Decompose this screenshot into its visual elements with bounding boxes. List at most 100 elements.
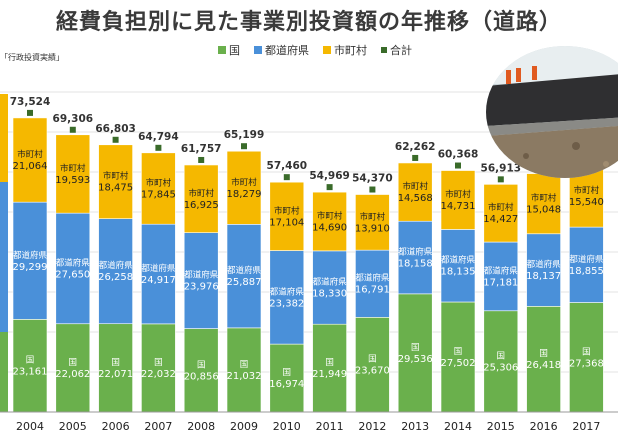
data-label: 23,976 — [184, 282, 219, 293]
total-marker — [369, 186, 376, 193]
segment-label: 都道府県 — [569, 254, 604, 265]
data-label: 13,910 — [355, 223, 390, 234]
total-marker — [283, 174, 290, 181]
bar-segment-2007-0 — [141, 323, 176, 413]
total-label: 62,262 — [395, 141, 436, 153]
bar-segment-2011-2 — [312, 191, 347, 252]
segment-label: 市町村 — [60, 163, 86, 174]
data-label: 23,670 — [355, 366, 390, 377]
total-marker — [455, 162, 461, 169]
bar-segment-2016-2 — [526, 173, 561, 235]
bar-segment-2011-1 — [312, 250, 347, 325]
segment-label: 市町村 — [360, 211, 386, 222]
segment-label: 都道府県 — [56, 257, 91, 268]
x-tick-label: 2005 — [59, 420, 87, 433]
data-label: 18,475 — [98, 183, 133, 194]
bar-segment-2015-1 — [483, 241, 519, 312]
data-label: 18,158 — [398, 259, 433, 270]
total-marker — [27, 109, 33, 116]
bar-segment-2012-2 — [355, 194, 390, 251]
legend-swatch-municipal — [323, 46, 331, 54]
data-label: 29,299 — [13, 262, 48, 273]
data-label: 20,856 — [184, 371, 219, 382]
bar-partial — [0, 182, 8, 332]
x-tick-label: 2016 — [530, 420, 558, 433]
segment-label: 国 — [240, 360, 249, 370]
data-label: 16,925 — [184, 200, 219, 211]
segment-label: 国 — [325, 358, 334, 368]
segment-label: 都道府県 — [99, 260, 134, 271]
legend-swatch-total — [381, 47, 387, 53]
total-marker — [198, 156, 205, 163]
bar-segment-2008-0 — [183, 328, 219, 413]
bar-segment-2016-1 — [526, 233, 561, 307]
total-marker — [112, 136, 119, 143]
total-marker — [241, 143, 247, 150]
segment-label: 市町村 — [274, 205, 300, 216]
segment-label: 国 — [154, 358, 163, 368]
bar-segment-2017-0 — [569, 302, 604, 413]
legend-swatch-national — [218, 46, 226, 54]
legend-swatch-prefecture — [254, 46, 262, 54]
total-marker — [326, 184, 333, 191]
data-label: 17,181 — [483, 277, 518, 288]
chart-legend: 国 都道府県 市町村 合計 — [218, 42, 412, 58]
data-label: 15,540 — [569, 197, 604, 208]
total-label: 61,757 — [181, 143, 222, 155]
data-label: 22,032 — [141, 369, 176, 380]
segment-label: 市町村 — [317, 211, 343, 222]
x-tick-label: 2008 — [187, 420, 215, 433]
total-marker — [155, 144, 162, 151]
bar-segment-2009-1 — [226, 224, 262, 329]
source-label: 「行政投資実績」 — [0, 53, 64, 62]
bar-segment-2013-2 — [397, 162, 433, 222]
data-label: 14,427 — [483, 214, 518, 225]
segment-label: 市町村 — [103, 171, 129, 182]
total-marker — [69, 126, 76, 133]
x-tick-label: 2007 — [144, 420, 172, 433]
bar-segment-2006-2 — [98, 144, 133, 219]
data-label: 17,845 — [141, 190, 176, 201]
data-label: 25,887 — [227, 277, 262, 288]
x-tick-label: 2009 — [230, 420, 258, 433]
bar-segment-2004-1 — [12, 201, 48, 320]
segment-label: 市町村 — [488, 202, 514, 213]
legend-label-prefecture: 都道府県 — [265, 44, 309, 57]
x-tick-label: 2015 — [487, 420, 515, 433]
segment-label: 市町村 — [531, 193, 557, 204]
bar-segment-2007-1 — [141, 223, 176, 325]
bar-segment-2005-0 — [55, 323, 91, 413]
data-label: 21,949 — [312, 369, 347, 380]
data-label: 26,418 — [526, 360, 561, 371]
segment-label: 市町村 — [445, 189, 471, 200]
bar-segment-2010-1 — [269, 250, 305, 345]
bar-segment-2015-2 — [483, 184, 519, 243]
bar-segment-2004-0 — [12, 319, 48, 413]
data-label: 18,137 — [526, 271, 561, 282]
segment-label: 国 — [497, 351, 506, 361]
segment-label: 都道府県 — [13, 250, 48, 261]
legend-item-municipal: 市町村 — [323, 42, 367, 58]
data-label: 18,135 — [441, 267, 476, 278]
legend-item-total: 合計 — [381, 42, 412, 58]
road-photo — [486, 46, 618, 178]
bar-segment-2008-2 — [183, 164, 219, 233]
bar-segment-2005-1 — [55, 212, 91, 325]
data-label: 26,258 — [98, 272, 133, 283]
data-label: 16,974 — [269, 379, 304, 390]
total-label: 65,199 — [224, 129, 265, 141]
bar-segment-2012-0 — [355, 317, 390, 413]
total-label: 64,794 — [138, 131, 179, 143]
data-label: 15,048 — [526, 205, 561, 216]
segment-label: 国 — [111, 358, 120, 368]
bar-segment-2013-1 — [397, 220, 433, 295]
bar-segment-2005-2 — [55, 134, 91, 214]
data-label: 24,917 — [141, 275, 176, 286]
data-label: 19,593 — [55, 175, 90, 186]
data-label: 29,536 — [398, 354, 433, 365]
total-label: 60,368 — [438, 149, 479, 161]
segment-label: 国 — [197, 360, 206, 370]
bar-segment-2013-0 — [397, 293, 433, 413]
data-label: 18,855 — [569, 266, 604, 277]
data-label: 16,791 — [355, 285, 390, 296]
